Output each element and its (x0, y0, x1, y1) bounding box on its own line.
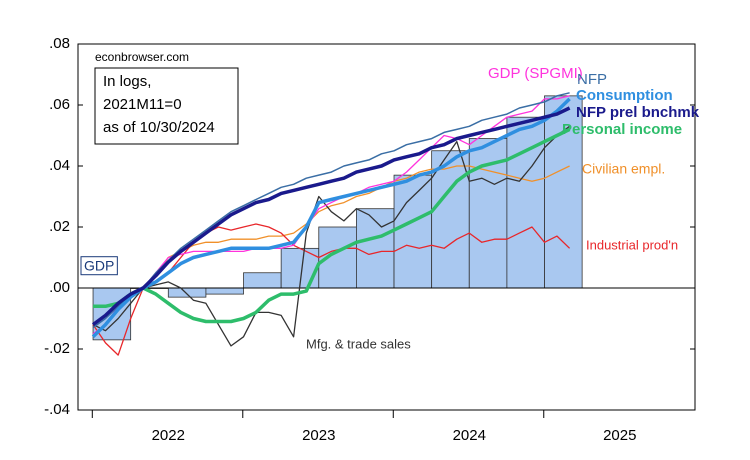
y-tick-label: .02 (49, 218, 70, 235)
gdp-bar (431, 150, 470, 289)
series-label: GDP (84, 258, 114, 274)
note-line: In logs, (103, 73, 151, 90)
note-line: 2021M11=0 (103, 96, 182, 113)
plot-marks (78, 92, 695, 356)
series-label: Industrial prod'n (586, 237, 678, 252)
gdp-bar (544, 95, 583, 289)
y-tick-label: .04 (49, 157, 70, 174)
series-line (92, 125, 570, 347)
series-line (93, 127, 571, 324)
x-tick-label: 2024 (453, 427, 486, 444)
y-tick-label: -.02 (44, 340, 70, 357)
y-tick-label: .06 (49, 96, 70, 113)
y-tick-label: .00 (49, 279, 70, 296)
series-line (91, 106, 571, 327)
note-box (94, 67, 239, 145)
gdp-bar (243, 272, 282, 289)
series-label: NFP prel bnchmk (576, 104, 700, 121)
x-tick-label: 2025 (603, 427, 636, 444)
y-tick-label: .08 (49, 35, 70, 52)
series-label: Civilian empl. (582, 161, 665, 177)
gdp-bar (205, 287, 244, 295)
series-line (91, 97, 571, 339)
gdp-bar (393, 174, 433, 289)
y-tick-label: -.04 (44, 401, 70, 418)
source-note: econbrowser.com (95, 50, 189, 64)
note-line: as of 10/30/2024 (103, 119, 215, 136)
series-label-box (80, 256, 118, 276)
series-label: NFP (577, 71, 607, 88)
series-label: GDP (SPGMI) (488, 65, 583, 82)
series-label: Consumption (576, 87, 673, 104)
series-label: Personal income (562, 121, 682, 138)
gdp-bar (167, 287, 207, 298)
x-tick-label: 2022 (152, 427, 185, 444)
x-tick-label: 2023 (302, 427, 335, 444)
series-label: Mfg. & trade sales (306, 336, 411, 351)
